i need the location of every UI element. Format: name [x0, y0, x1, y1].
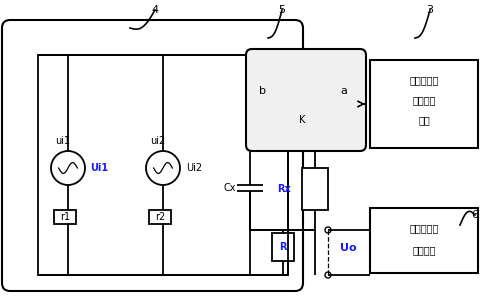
Circle shape [329, 100, 335, 106]
Text: 6: 6 [472, 210, 479, 220]
Text: Rx: Rx [277, 184, 291, 194]
Text: K: K [299, 115, 305, 125]
Circle shape [325, 227, 331, 233]
Circle shape [269, 100, 275, 106]
Circle shape [325, 272, 331, 278]
Text: b: b [258, 86, 265, 96]
Circle shape [146, 151, 180, 185]
Bar [54, 210, 76, 224]
Bar [149, 210, 171, 224]
Text: Ui2: Ui2 [186, 163, 202, 173]
Text: a: a [341, 86, 347, 96]
Text: 土壤含水率: 土壤含水率 [409, 75, 439, 85]
Text: Uo: Uo [340, 243, 356, 253]
Text: Cx: Cx [224, 183, 236, 193]
Text: 电路: 电路 [418, 115, 430, 125]
FancyBboxPatch shape [246, 49, 366, 151]
Text: r2: r2 [155, 212, 165, 222]
Text: 4: 4 [151, 5, 158, 15]
Text: Ui1: Ui1 [90, 163, 108, 173]
Bar [272, 233, 294, 261]
Text: 5: 5 [279, 5, 286, 15]
Bar [302, 168, 328, 210]
Text: ui2: ui2 [150, 136, 166, 146]
Text: R: R [279, 242, 287, 252]
Text: 3: 3 [427, 5, 434, 15]
Bar [38, 55, 288, 275]
Text: r1: r1 [60, 212, 70, 222]
Circle shape [51, 151, 85, 185]
Bar [370, 60, 478, 148]
FancyBboxPatch shape [2, 20, 303, 291]
Text: 检测电路: 检测电路 [412, 245, 436, 255]
Text: ui1: ui1 [55, 136, 71, 146]
Text: 土壤含水率: 土壤含水率 [409, 223, 439, 233]
Bar [370, 208, 478, 273]
Text: 检测控制: 检测控制 [412, 95, 436, 105]
